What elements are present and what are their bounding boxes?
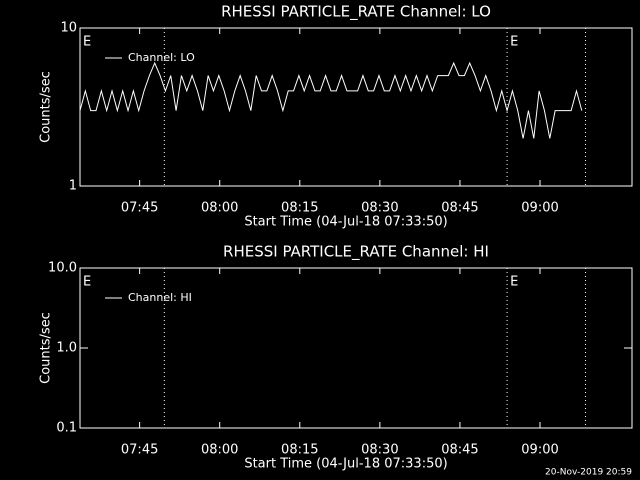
x-tick-label: 08:30 [361, 443, 398, 458]
footer: 20-Nov-2019 20:59 [545, 468, 632, 478]
event-label: E [510, 35, 518, 50]
plot-frame [79, 27, 633, 187]
event-label: E [83, 35, 91, 50]
y-axis-label: Counts/sec [39, 312, 54, 384]
x-axis-label: Start Time (04-Jul-18 07:33:50) [244, 215, 447, 230]
legend-label: Channel: HI [128, 291, 192, 304]
x-tick-label: 08:15 [281, 201, 318, 216]
x-axis-label: Start Time (04-Jul-18 07:33:50) [244, 457, 447, 472]
y-axis-label: Counts/sec [39, 71, 54, 143]
event-label: E [510, 275, 518, 290]
legend-label: Channel: LO [128, 51, 195, 64]
chart-title: RHESSI PARTICLE_RATE Channel: LO [221, 3, 491, 22]
x-tick-label: 08:45 [441, 201, 478, 216]
y-tick-label: 10 [60, 21, 77, 36]
event-label: E [83, 275, 91, 290]
x-tick-label: 09:00 [521, 443, 558, 458]
data-line [79, 61, 583, 139]
x-tick-label: 08:15 [281, 443, 318, 458]
x-tick-label: 08:30 [361, 201, 398, 216]
x-tick-label: 08:00 [201, 201, 238, 216]
x-tick-label: 08:45 [441, 443, 478, 458]
y-tick-label: 1.0 [56, 341, 77, 356]
x-tick-label: 07:45 [121, 201, 158, 216]
x-tick-label: 07:45 [121, 443, 158, 458]
x-tick-label: 09:00 [521, 201, 558, 216]
y-tick-label: 1 [69, 179, 77, 194]
chart-title: RHESSI PARTICLE_RATE Channel: HI [223, 243, 489, 262]
y-tick-label: 10.0 [48, 261, 77, 276]
x-tick-label: 08:00 [201, 443, 238, 458]
y-tick-label: 0.1 [56, 421, 77, 436]
